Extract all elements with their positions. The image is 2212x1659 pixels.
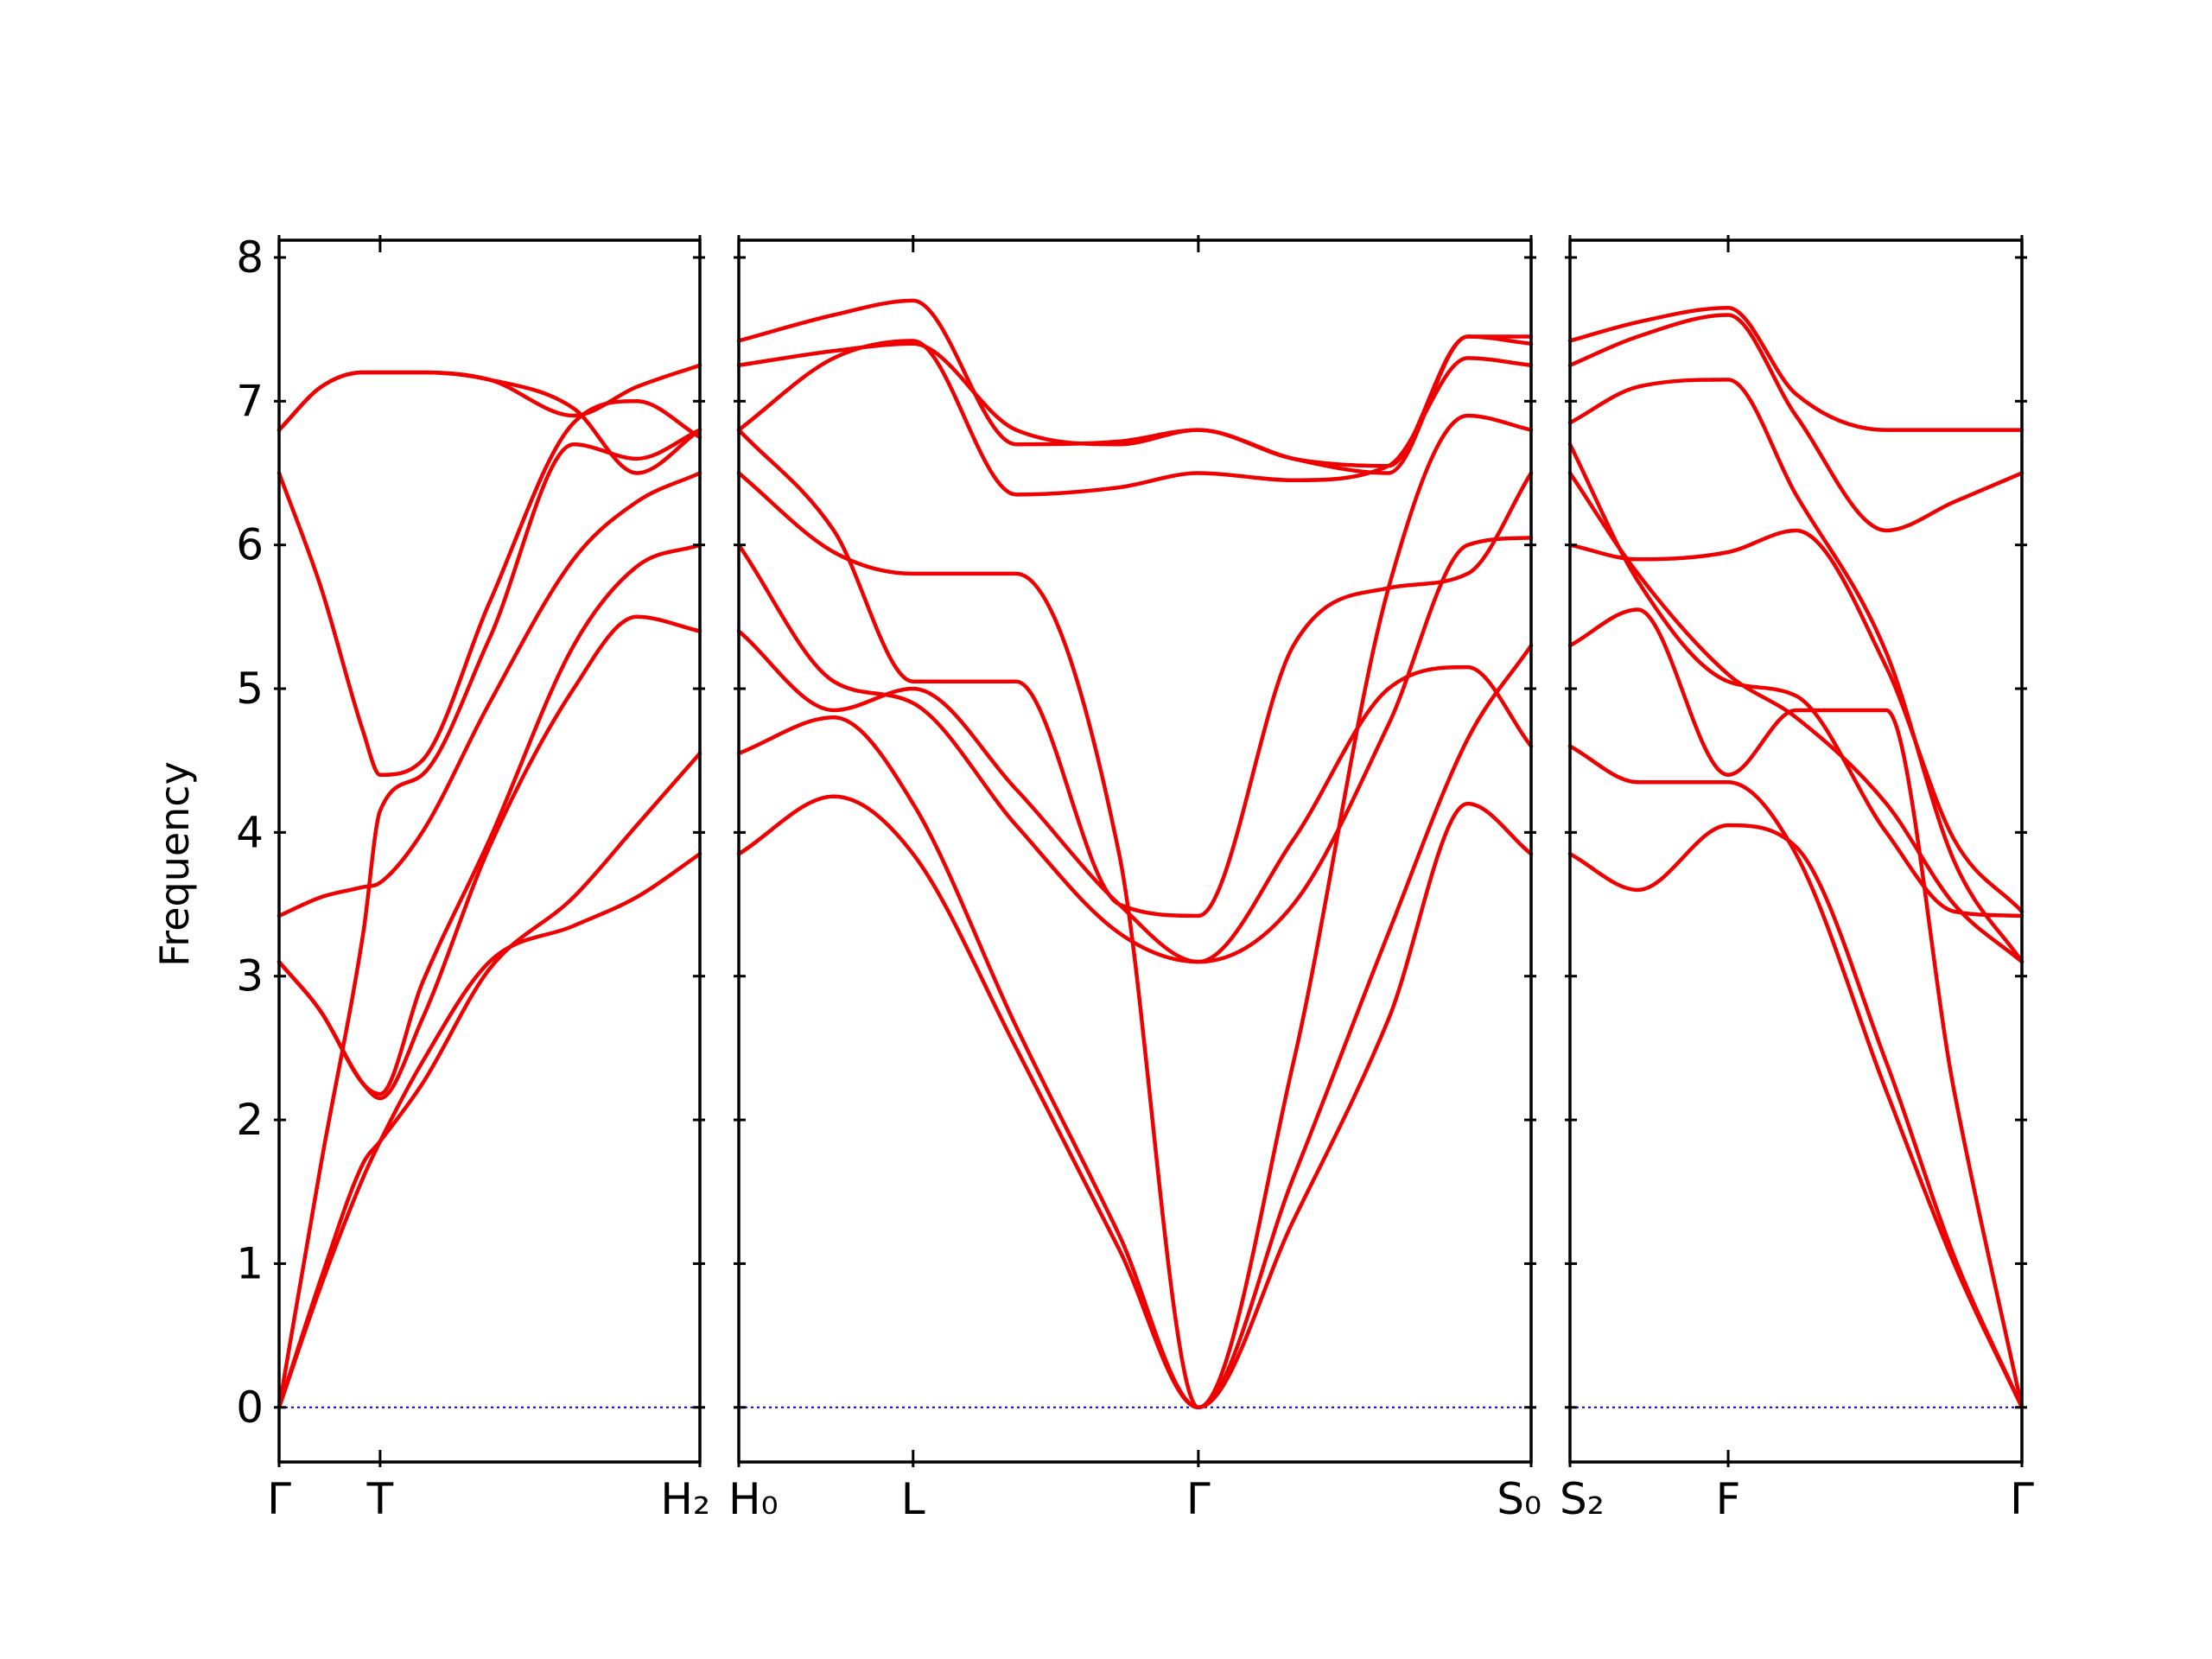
panel-frame [277,238,702,1464]
band-line-4 [276,614,702,1101]
x-tick-label: H₂ [660,1474,710,1524]
band-line-1 [1567,823,2024,1410]
y-tick-label: 5 [236,664,264,714]
band-line-9 [276,363,702,432]
band-line-9 [1567,305,2024,432]
band-line-3 [1567,607,2024,1410]
x-tick-label: F [1716,1474,1741,1524]
band-line-2 [1567,744,2024,1410]
band-line-8 [1567,313,2024,533]
band-line-3 [736,629,1534,964]
y-tick-label: 2 [236,1095,264,1145]
x-tick-label: S₀ [1497,1474,1541,1524]
y-tick-label: 4 [236,807,264,857]
panel-frame [737,238,1533,1464]
band-line-9 [736,298,1534,468]
band-line-2 [276,751,702,1410]
x-tick-label: L [901,1474,925,1524]
x-tick-label: Γ [1186,1474,1211,1524]
band-line-3 [276,428,702,1410]
y-tick-label: 1 [236,1238,264,1288]
x-tick-label: S₂ [1560,1474,1605,1524]
band-line-8 [736,334,1534,475]
y-tick-label: 0 [236,1382,264,1433]
x-tick-label: H₀ [728,1474,779,1524]
chart-panels: Γ T H₂ H₀ L Γ S₀ S₂ F Γ [267,235,2034,1524]
band-line-4 [1567,528,2024,914]
band-line-1 [276,852,702,1410]
band-line-6 [276,471,702,918]
panel-frame [1568,238,2024,1464]
band-line-2 [736,643,1534,1410]
y-tick-label: 7 [236,376,264,426]
band-line-5 [276,543,702,1096]
y-tick-label: 6 [236,520,264,570]
band-panel-3: S₂ F Γ [1560,235,2034,1524]
y-tick-label: 3 [236,951,264,1001]
band-line-7 [1567,378,2024,964]
band-line-4 [736,536,1534,964]
band-panel-1: Γ T H₂ [267,235,710,1524]
x-tick-label: Γ [2010,1474,2034,1524]
band-line-6 [736,428,1534,918]
band-line-6 [1567,442,2024,918]
y-axis-label: Frequency [151,761,198,967]
x-tick-label: Γ [267,1474,291,1524]
band-line-1 [736,794,1534,1410]
band-line-7 [736,339,1534,497]
band-panel-2: H₀ L Γ S₀ [728,235,1541,1524]
band-line-5 [1567,471,2024,964]
x-tick-label: T [366,1474,394,1524]
y-axis: 0 1 2 3 4 5 6 7 8 [236,232,264,1433]
y-tick-label: 8 [236,232,264,283]
